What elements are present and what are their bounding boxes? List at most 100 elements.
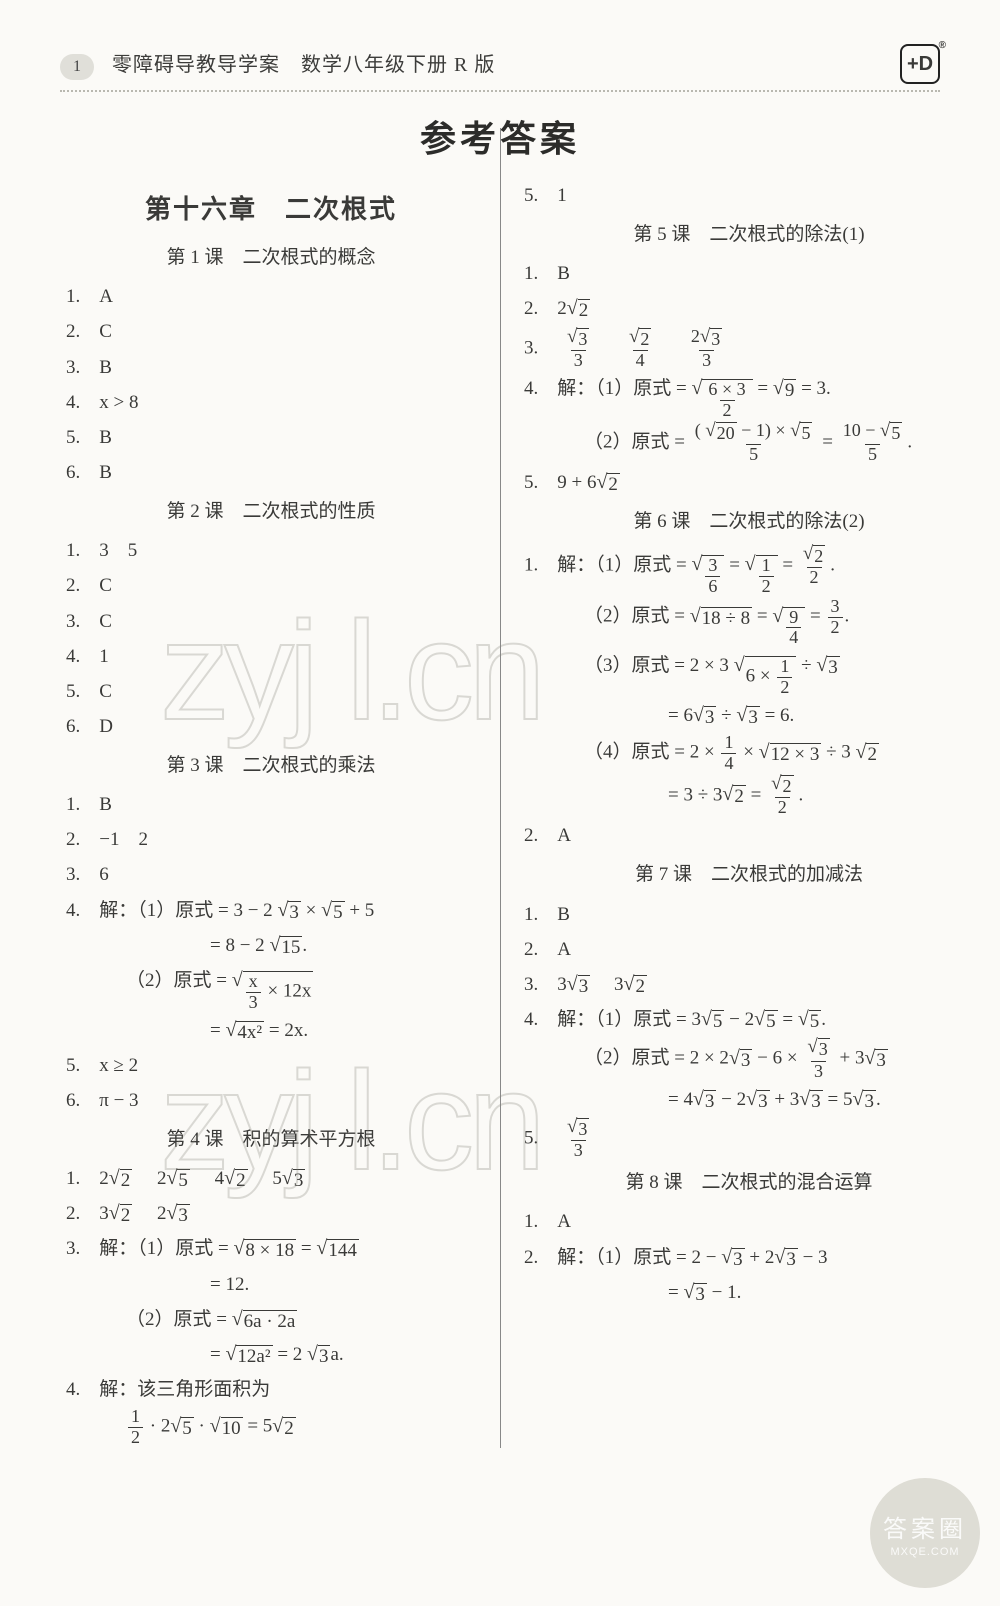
text: = <box>782 1009 797 1030</box>
text: 4. 解：（1）原式 = 3 − 2 <box>66 900 273 921</box>
text: 6 × <box>746 666 776 687</box>
answer-line: 12 · 2√5 · √10 = 5√2 <box>60 1407 482 1448</box>
answer: 5. 9 + 6√2 <box>518 465 940 500</box>
answer: 2. C <box>60 568 482 603</box>
text: = <box>751 784 766 805</box>
radicand: 2 <box>235 1169 248 1193</box>
denominator: 3 <box>699 350 714 371</box>
text: = <box>668 1282 683 1303</box>
answer-line: = √4x² = 2x. <box>60 1013 482 1048</box>
radicand: 2 <box>578 299 591 323</box>
text: × 12x <box>267 981 311 1002</box>
radicand: 2 <box>120 1204 133 1228</box>
text: 4. 解：（1）原式 = 3 <box>524 1009 701 1030</box>
answer: 5. B <box>60 420 482 455</box>
lesson-4-title: 第 4 课 积的算术平方根 <box>60 1122 482 1157</box>
radicand: 3 <box>810 1090 823 1114</box>
answer: 1. 2√2 2√5 4√2 5√3 <box>60 1161 482 1196</box>
radicand: 5 <box>181 1417 194 1441</box>
text: · 2 <box>150 1416 171 1437</box>
radicand: 3 <box>704 1090 717 1114</box>
text: = 6. <box>765 705 795 726</box>
radicand: 2 <box>781 775 793 798</box>
text: （3）原式 = 2 × 3 <box>584 655 729 676</box>
radicand: 3 <box>875 1049 888 1073</box>
radicand: 3 <box>577 1118 589 1141</box>
text: = 5 <box>828 1089 853 1110</box>
radicand: 2 <box>634 975 647 999</box>
radicand: 10 <box>221 1417 243 1441</box>
text: ÷ <box>801 655 816 676</box>
text: . <box>907 431 912 452</box>
answer: 6. π − 3 <box>60 1083 482 1118</box>
text: 5 <box>272 1168 282 1189</box>
left-column: 第十六章 二次根式 第 1 课 二次根式的概念 1. A 2. C 3. B 4… <box>60 178 500 1448</box>
answer: 1. B <box>518 256 940 291</box>
answer: 4. 解：（1）原式 = 3√5 − 2√5 = √5. <box>518 1002 940 1037</box>
denominator: 3 <box>811 1061 826 1082</box>
text: （2）原式 = <box>126 970 232 991</box>
radicand: 9 <box>784 379 797 403</box>
column-divider <box>500 128 501 1448</box>
text: ÷ <box>721 705 736 726</box>
answer: 3. √33 √24 2√33 <box>518 327 940 372</box>
text: − 1. <box>712 1282 742 1303</box>
answer: （4）原式 = 2 × 14 × √12 × 3 ÷ 3 √2 <box>518 733 940 774</box>
denominator: 2 <box>128 1427 143 1448</box>
text: 3. 3 <box>524 974 567 995</box>
text: − 3 <box>803 1247 828 1268</box>
answer: （2）原式 = 2 × 2√3 − 6 × √33 + 3√3 <box>518 1037 940 1082</box>
text: 10 − <box>843 420 880 440</box>
denominator: 2 <box>775 797 790 818</box>
text: 4 <box>215 1168 225 1189</box>
radicand: 5 <box>332 901 345 925</box>
text: × <box>743 742 758 763</box>
radicand: 3 <box>177 1204 190 1228</box>
text: ÷ 3 <box>826 742 851 763</box>
answer: 5. √33 <box>518 1117 940 1162</box>
text: （2）原式 = <box>584 431 690 452</box>
numerator: 6 × 3 <box>705 380 748 400</box>
answer: 2. 解：（1）原式 = 2 − √3 + 2√3 − 3 <box>518 1240 940 1275</box>
radicand: 5 <box>800 422 812 445</box>
text: = <box>729 554 744 575</box>
text: = 3 ÷ 3 <box>668 784 722 805</box>
numerator: 1 <box>128 1407 143 1427</box>
text: + 2 <box>749 1247 774 1268</box>
denominator: 3 <box>571 350 586 371</box>
radicand: 2 <box>639 328 651 351</box>
numerator: 3 <box>705 556 720 576</box>
numerator: 3 <box>828 597 843 617</box>
answer-line: = 8 − 2 √15. <box>60 928 482 963</box>
text: 2. 3 <box>66 1203 109 1224</box>
text: 1. 2 <box>66 1168 109 1189</box>
answer: 2. −1 2 <box>60 822 482 857</box>
radicand: 6a · 2a <box>243 1310 298 1334</box>
text: = <box>822 431 837 452</box>
denominator: 5 <box>865 444 880 465</box>
page-number: 1 <box>60 54 94 80</box>
radicand: 3 <box>757 1090 770 1114</box>
answer-line: = √3 − 1. <box>518 1275 940 1310</box>
answer-line: = 3 ÷ 3√2 = √22. <box>518 774 940 819</box>
radicand: 3 <box>293 1169 306 1193</box>
text: a. <box>330 1344 343 1365</box>
answer-line: = √12a² = 2 √3a. <box>60 1337 482 1372</box>
header-left: 1 零障碍导教导学案 数学八年级下册 R 版 <box>60 48 495 80</box>
answer: （2）原式 = √18 ÷ 8 = √94 = 32. <box>518 597 940 648</box>
denominator: 3 <box>571 1140 586 1161</box>
text: （2）原式 = <box>584 606 690 627</box>
radicand: 2 <box>866 743 879 767</box>
answer: 2. A <box>518 932 940 967</box>
radicand: 8 × 18 <box>244 1239 296 1263</box>
text: 3 <box>595 974 624 995</box>
badge-title: 答案圈 <box>883 1509 967 1544</box>
numerator: x <box>246 972 261 992</box>
answer-line: = 6√3 ÷ √3 = 6. <box>518 698 940 733</box>
radicand: 144 <box>327 1239 359 1263</box>
answer: 2. A <box>518 818 940 853</box>
radicand: 2 <box>607 473 620 497</box>
answer: 1. 3 5 <box>60 533 482 568</box>
answer: 2. 2√2 <box>518 291 940 326</box>
radicand: 5 <box>765 1010 778 1034</box>
